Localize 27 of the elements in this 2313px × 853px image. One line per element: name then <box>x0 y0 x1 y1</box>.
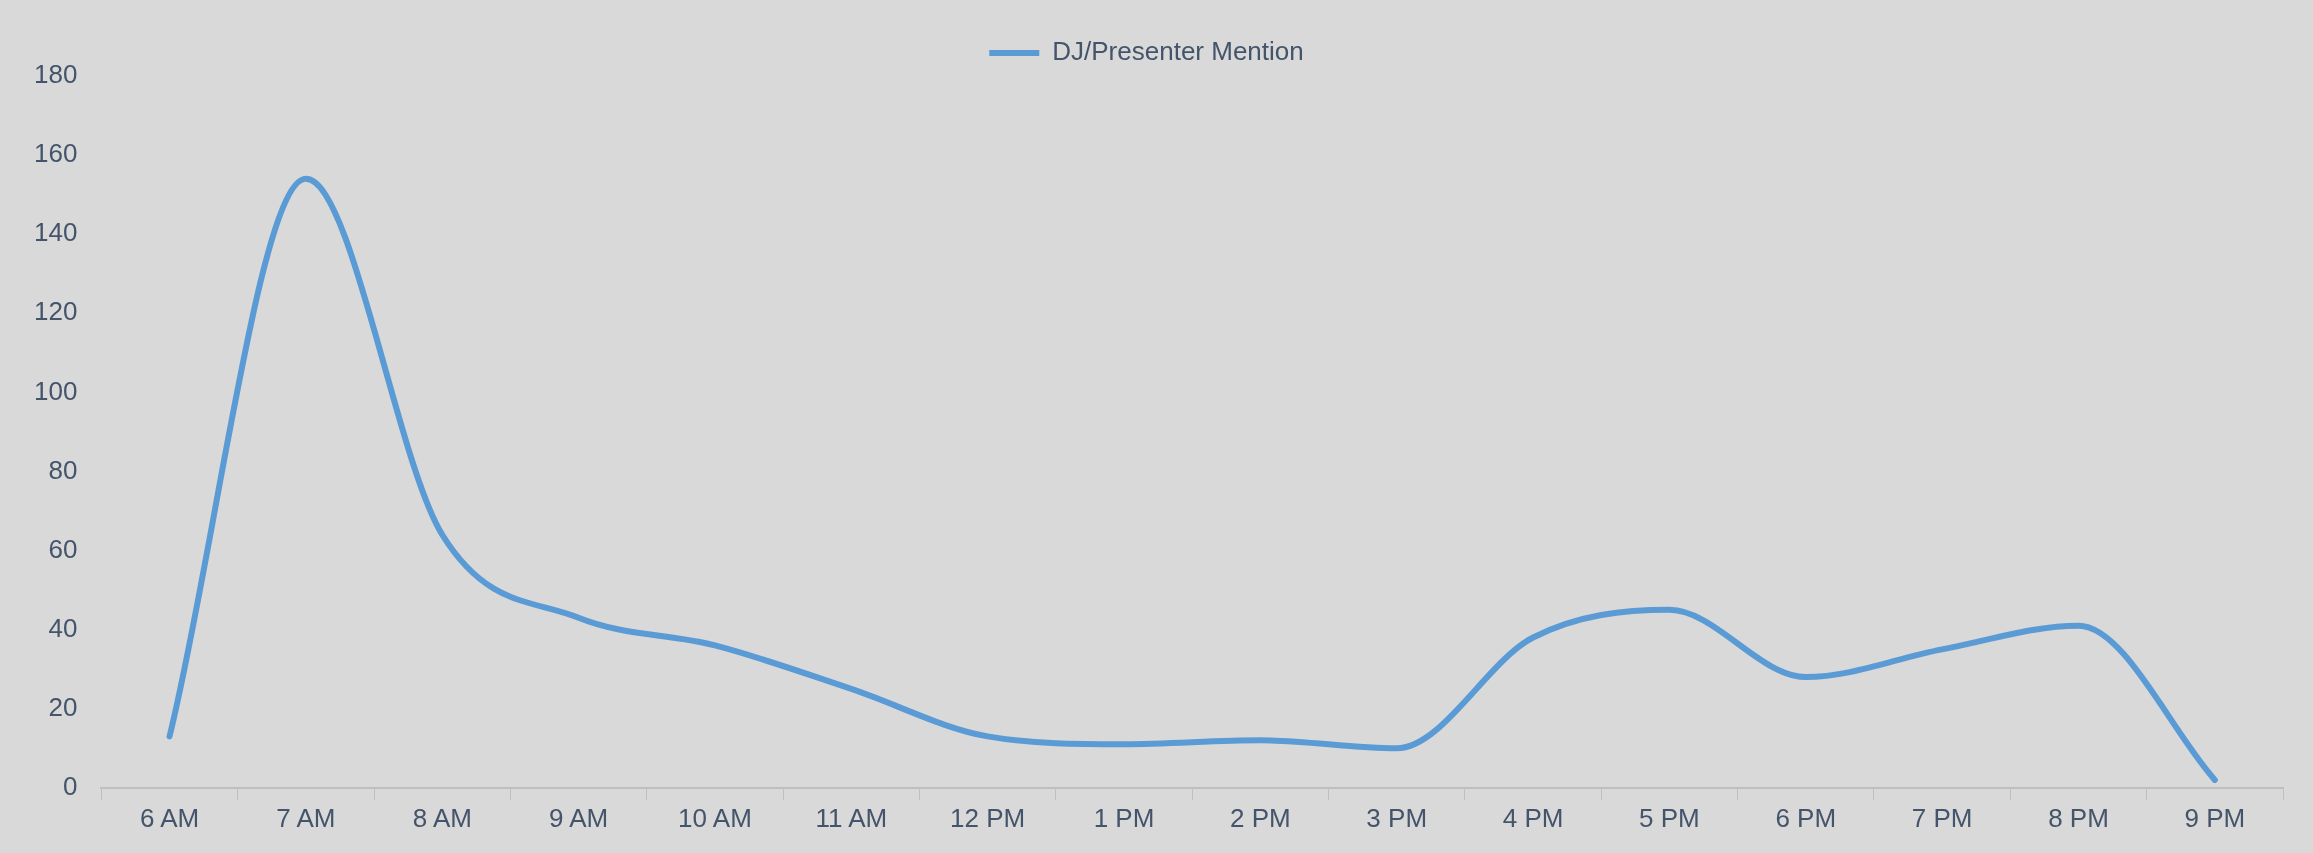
x-tick-label: 6 PM <box>1775 802 1837 833</box>
y-tick-label: 80 <box>48 454 78 485</box>
x-tick-label: 8 PM <box>2048 802 2109 833</box>
y-tick-label: 0 <box>62 770 78 801</box>
x-tick-label: 5 PM <box>1639 802 1700 833</box>
x-tick-label: 3 PM <box>1366 802 1428 833</box>
x-tick-label: 12 PM <box>950 802 1026 833</box>
y-tick-label: 180 <box>33 59 78 90</box>
x-tick-label: 11 AM <box>815 802 888 833</box>
x-tick-label: 9 PM <box>2184 802 2246 833</box>
x-tick-label: 1 PM <box>1093 802 1155 833</box>
x-tick-label: 10 AM <box>678 802 752 833</box>
x-tick-label: 7 AM <box>276 802 336 833</box>
x-tick-label: 9 AM <box>548 802 609 833</box>
legend-label: DJ/Presenter Mention <box>1052 36 1304 67</box>
x-tick-label: 6 AM <box>139 802 200 833</box>
y-tick-label: 40 <box>48 612 78 643</box>
y-tick-label: 120 <box>33 296 78 327</box>
y-tick-label: 100 <box>33 375 78 406</box>
x-tick-label: 8 AM <box>412 802 472 833</box>
x-tick-label: 2 PM <box>1230 802 1291 833</box>
y-tick-label: 60 <box>48 533 78 564</box>
x-tick-label: 7 PM <box>1911 802 1973 833</box>
y-tick-label: 20 <box>48 691 78 722</box>
y-tick-label: 140 <box>33 217 78 248</box>
y-tick-label: 160 <box>33 138 78 169</box>
x-tick-label: 4 PM <box>1502 802 1564 833</box>
